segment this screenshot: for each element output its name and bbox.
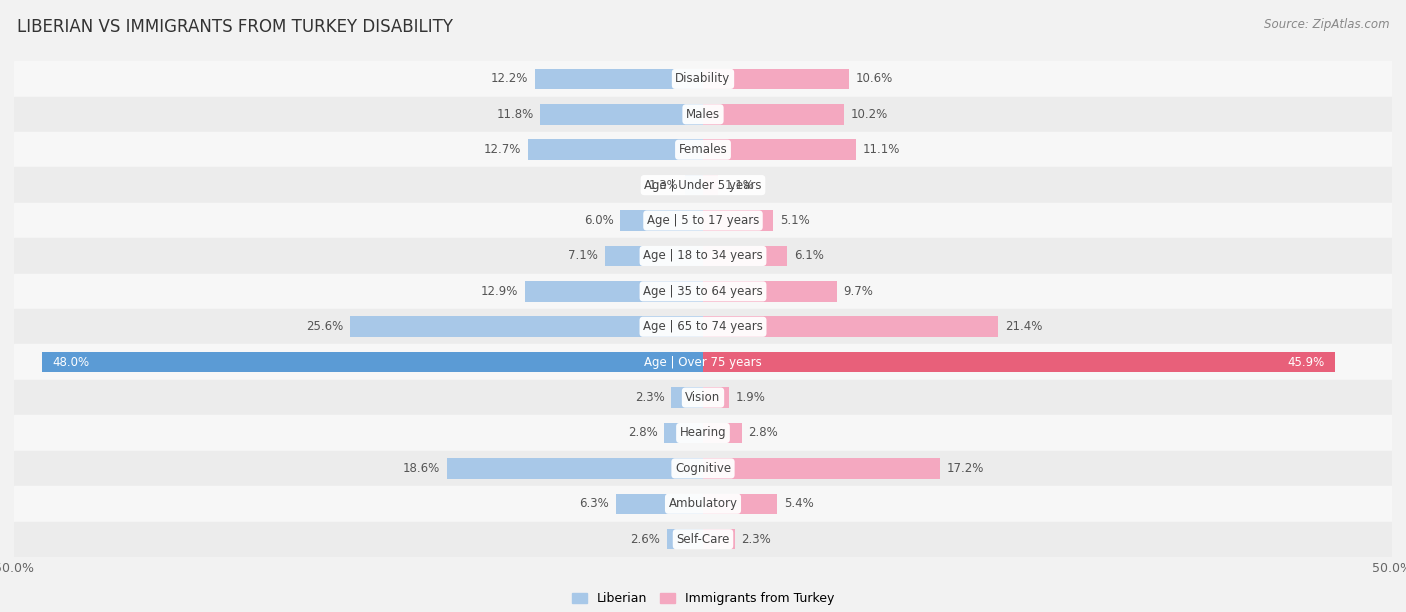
Text: 2.3%: 2.3% [634,391,665,404]
Bar [665,423,703,443]
Bar [42,352,703,373]
Text: 17.2%: 17.2% [946,462,984,475]
Text: 9.7%: 9.7% [844,285,873,298]
Bar [703,423,741,443]
Text: Age | 65 to 74 years: Age | 65 to 74 years [643,320,763,334]
Bar [703,175,718,195]
Bar [703,352,1336,373]
Bar [350,316,703,337]
Bar [540,104,703,125]
Bar [671,387,703,408]
Text: Ambulatory: Ambulatory [668,498,738,510]
Text: 6.3%: 6.3% [579,498,609,510]
Bar [14,238,1392,274]
Text: Vision: Vision [685,391,721,404]
Bar [14,132,1392,168]
Bar [14,168,1392,203]
Text: Hearing: Hearing [679,427,727,439]
Bar [605,245,703,266]
Bar [703,104,844,125]
Text: 11.8%: 11.8% [496,108,533,121]
Bar [526,281,703,302]
Text: 5.4%: 5.4% [785,498,814,510]
Bar [529,140,703,160]
Bar [703,245,787,266]
Bar [14,521,1392,557]
Bar [14,486,1392,521]
Text: Age | Under 5 years: Age | Under 5 years [644,179,762,192]
Bar [14,274,1392,309]
Text: 5.1%: 5.1% [780,214,810,227]
Text: 21.4%: 21.4% [1005,320,1042,334]
Text: Self-Care: Self-Care [676,532,730,546]
Bar [703,140,856,160]
Text: Age | 5 to 17 years: Age | 5 to 17 years [647,214,759,227]
Text: Age | 18 to 34 years: Age | 18 to 34 years [643,250,763,263]
Text: 48.0%: 48.0% [52,356,90,368]
Bar [14,309,1392,345]
Text: 12.9%: 12.9% [481,285,519,298]
Text: 1.9%: 1.9% [737,391,766,404]
Bar [703,211,773,231]
Text: Age | Over 75 years: Age | Over 75 years [644,356,762,368]
Text: 10.6%: 10.6% [856,72,893,86]
Bar [14,380,1392,416]
Text: 2.3%: 2.3% [741,532,772,546]
Text: LIBERIAN VS IMMIGRANTS FROM TURKEY DISABILITY: LIBERIAN VS IMMIGRANTS FROM TURKEY DISAB… [17,18,453,36]
Text: 45.9%: 45.9% [1286,356,1324,368]
Bar [14,416,1392,450]
Bar [14,97,1392,132]
Text: 18.6%: 18.6% [402,462,440,475]
Bar [685,175,703,195]
Text: 2.8%: 2.8% [628,427,658,439]
Legend: Liberian, Immigrants from Turkey: Liberian, Immigrants from Turkey [567,587,839,610]
Text: Source: ZipAtlas.com: Source: ZipAtlas.com [1264,18,1389,31]
Text: Males: Males [686,108,720,121]
Text: 1.1%: 1.1% [725,179,755,192]
Bar [668,529,703,550]
Bar [534,69,703,89]
Bar [14,450,1392,486]
Bar [703,458,941,479]
Text: 25.6%: 25.6% [307,320,343,334]
Text: Females: Females [679,143,727,156]
Text: 2.6%: 2.6% [630,532,661,546]
Text: 6.0%: 6.0% [583,214,613,227]
Bar [703,281,837,302]
Bar [703,387,730,408]
Bar [14,345,1392,380]
Text: 2.8%: 2.8% [748,427,778,439]
Text: Disability: Disability [675,72,731,86]
Text: Age | 35 to 64 years: Age | 35 to 64 years [643,285,763,298]
Text: 1.3%: 1.3% [648,179,678,192]
Bar [620,211,703,231]
Text: 10.2%: 10.2% [851,108,887,121]
Text: 6.1%: 6.1% [794,250,824,263]
Text: 7.1%: 7.1% [568,250,599,263]
Text: 12.7%: 12.7% [484,143,522,156]
Text: 12.2%: 12.2% [491,72,529,86]
Bar [703,493,778,514]
Bar [14,61,1392,97]
Bar [703,316,998,337]
Bar [616,493,703,514]
Bar [703,69,849,89]
Text: Cognitive: Cognitive [675,462,731,475]
Bar [14,203,1392,238]
Bar [447,458,703,479]
Text: 11.1%: 11.1% [863,143,900,156]
Bar [703,529,735,550]
